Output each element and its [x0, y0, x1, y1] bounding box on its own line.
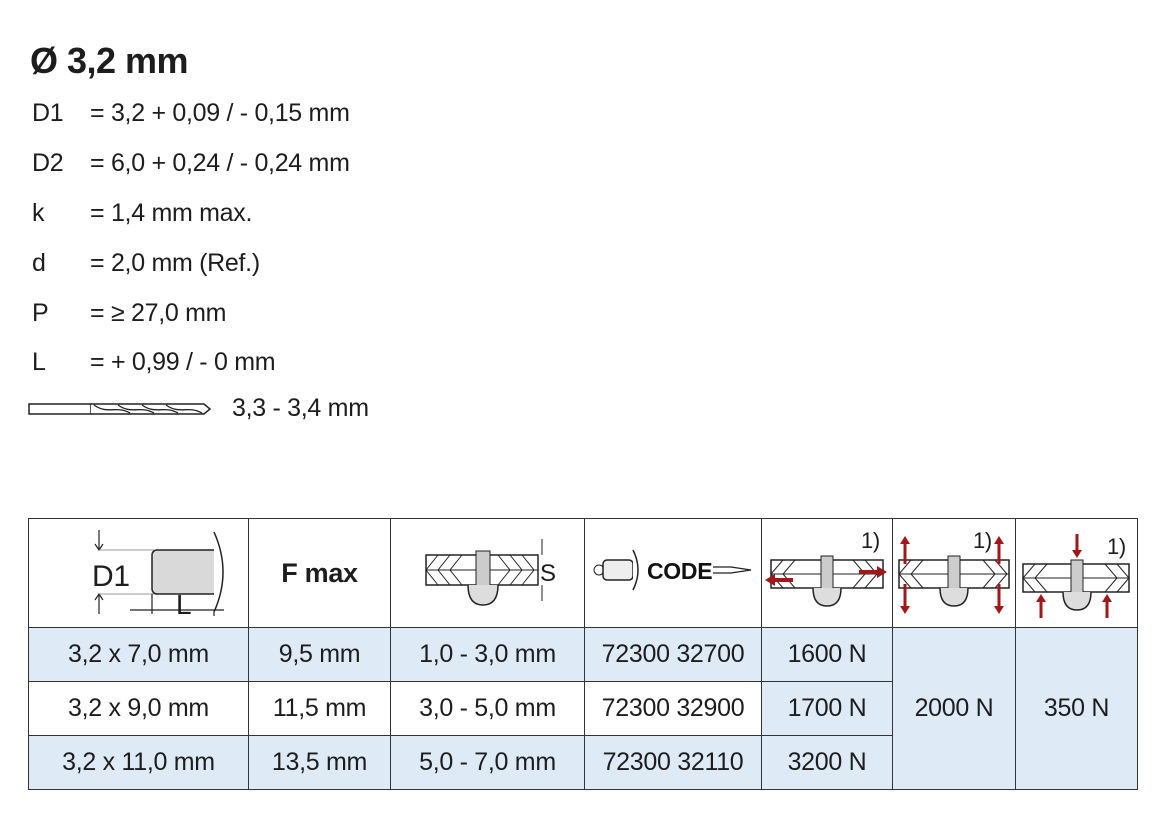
table-row: 3,2 x 7,0 mm 9,5 mm 1,0 - 3,0 mm 72300 3… — [28, 627, 1138, 790]
header-shear: 1) — [761, 518, 893, 628]
head-retention-icon: 1) — [1021, 533, 1130, 618]
table-header: D1 L F max S CODE — [28, 518, 1138, 628]
cell-code: 72300 32900 — [584, 681, 762, 736]
tensile-force-icon: 1) — [898, 528, 1010, 614]
spec-d1: D1 = 3,2 + 0,09 / - 0,15 mm — [32, 98, 350, 128]
footnote: 1) — [861, 528, 880, 553]
header-rivet-dimensions: D1 L — [28, 518, 249, 628]
spec-l: L = + 0,99 / - 0 mm — [32, 347, 276, 377]
spec-d: d = 2,0 mm (Ref.) — [32, 248, 260, 278]
cell-code: 72300 32700 — [584, 627, 762, 682]
spec-label: D1 — [32, 98, 64, 127]
cell-code: 72300 32110 — [584, 735, 762, 790]
header-code: CODE — [584, 518, 762, 628]
s-label: S — [540, 560, 556, 587]
rivet-table: D1 L F max S CODE — [28, 518, 1138, 790]
header-fmax: F max — [248, 518, 391, 628]
header-grip: S — [390, 518, 585, 628]
cell-grip: 3,0 - 5,0 mm — [390, 681, 585, 736]
spec-label: D2 — [32, 148, 64, 177]
header-tensile: 1) — [892, 518, 1016, 628]
footnote: 1) — [1107, 534, 1126, 559]
spec-value: = ≥ 27,0 mm — [90, 298, 227, 327]
footnote: 1) — [973, 528, 992, 553]
drill-size: 3,3 - 3,4 mm — [28, 394, 369, 423]
cell-grip: 1,0 - 3,0 mm — [390, 627, 585, 682]
spec-label: L — [32, 347, 46, 376]
spec-k: k = 1,4 mm max. — [32, 198, 252, 228]
cell-head-retention: 350 N — [1015, 627, 1138, 790]
spec-value: = 2,0 mm (Ref.) — [90, 248, 260, 277]
cell-fmax: 11,5 mm — [248, 681, 391, 736]
code-label: CODE — [647, 558, 712, 584]
cell-shear: 3200 N — [761, 735, 893, 790]
spec-value: = 3,2 + 0,09 / - 0,15 mm — [90, 98, 350, 127]
cell-tensile: 2000 N — [892, 627, 1016, 790]
rivet-code-icon: CODE — [593, 549, 751, 590]
spec-label: P — [32, 298, 49, 327]
spec-value: = 1,4 mm max. — [90, 198, 253, 227]
spec-p: P = ≥ 27,0 mm — [32, 298, 226, 328]
cell-shear: 1600 N — [761, 627, 893, 682]
page-title: Ø 3,2 mm — [30, 40, 189, 81]
header-head-retention: 1) — [1015, 518, 1138, 628]
cell-size: 3,2 x 11,0 mm — [28, 735, 249, 790]
spec-label: d — [32, 248, 46, 277]
cell-grip: 5,0 - 7,0 mm — [390, 735, 585, 790]
drill-bit-icon — [28, 402, 212, 415]
shear-force-icon: 1) — [764, 528, 887, 607]
d1-label: D1 — [92, 560, 130, 593]
table-row: 3,2 x 11,0 mm 13,5 mm 5,0 - 7,0 mm 72300… — [28, 735, 1138, 790]
spec-value: = 6,0 + 0,24 / - 0,24 mm — [90, 148, 350, 177]
grip-range-icon: S — [424, 538, 556, 606]
spec-d2: D2 = 6,0 + 0,24 / - 0,24 mm — [32, 148, 350, 178]
cell-size: 3,2 x 9,0 mm — [28, 681, 249, 736]
cell-size: 3,2 x 7,0 mm — [28, 627, 249, 682]
cell-shear: 1700 N — [761, 681, 893, 736]
cell-fmax: 9,5 mm — [248, 627, 391, 682]
table-row: 3,2 x 9,0 mm 11,5 mm 3,0 - 5,0 mm 72300 … — [28, 681, 1138, 736]
cell-fmax: 13,5 mm — [248, 735, 391, 790]
spec-value: = + 0,99 / - 0 mm — [90, 347, 276, 376]
rivet-dimensions-icon: D1 L — [92, 529, 234, 620]
spec-label: k — [32, 198, 45, 227]
drill-value: 3,3 - 3,4 mm — [232, 394, 369, 422]
l-label: L — [176, 589, 191, 618]
